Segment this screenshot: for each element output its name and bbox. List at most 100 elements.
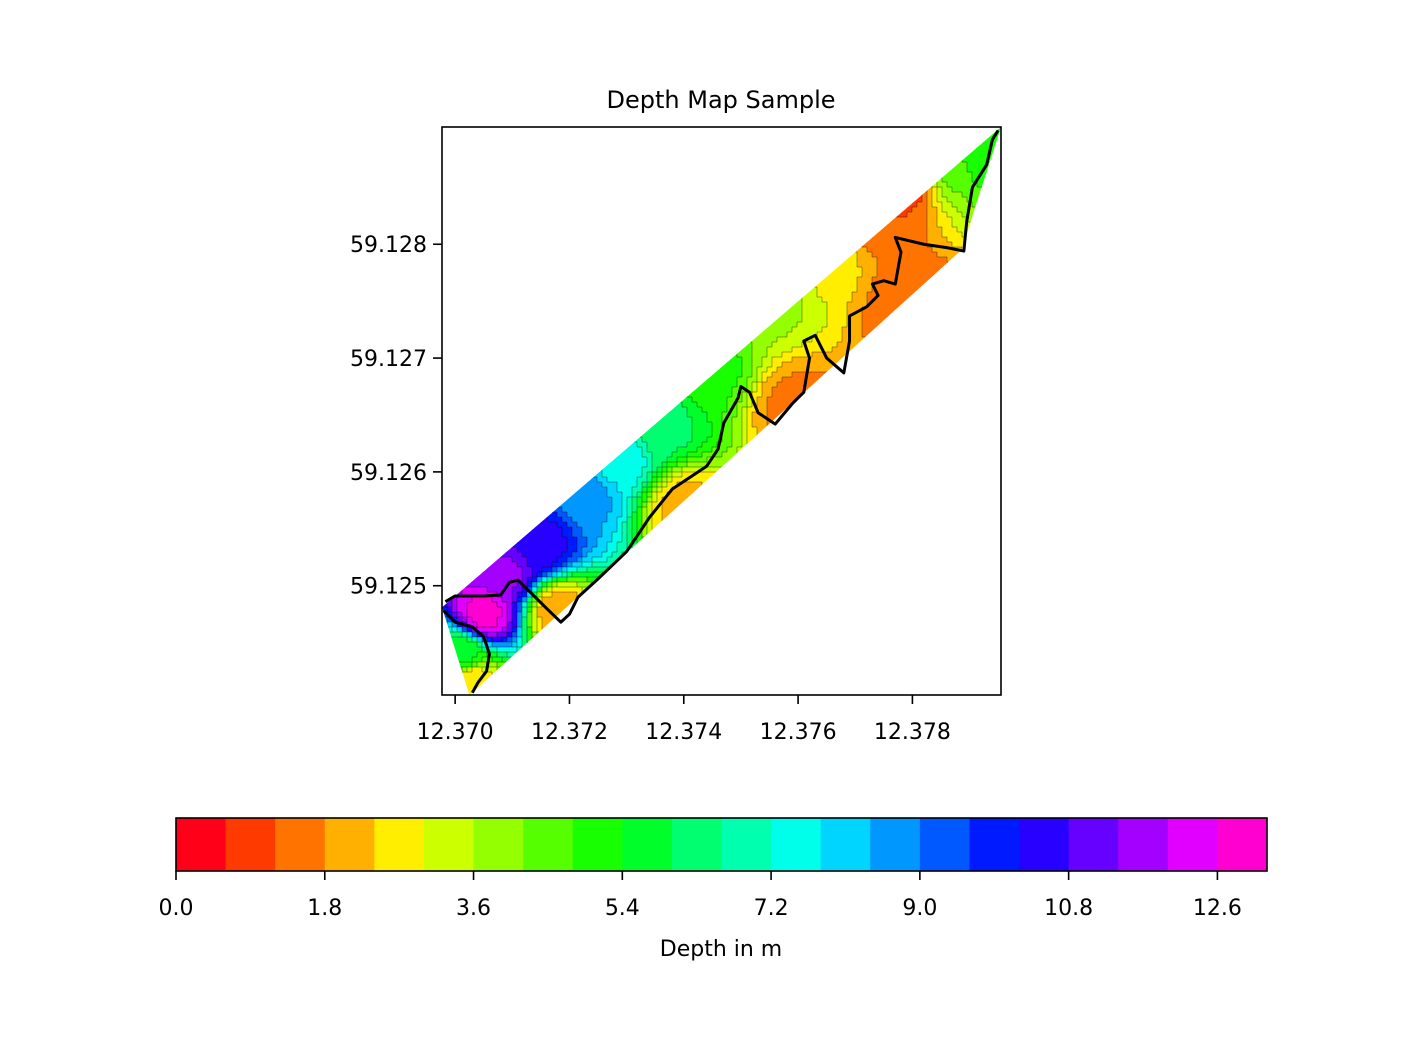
contour-cell [442, 177, 448, 183]
contour-cell [717, 137, 723, 143]
contour-cell [982, 247, 988, 253]
contour-cell [757, 327, 763, 333]
contour-cell [867, 212, 873, 218]
contour-cell [747, 342, 753, 348]
contour-cell [602, 152, 608, 158]
contour-cell [772, 277, 778, 283]
contour-cell [797, 232, 803, 238]
contour-cell [742, 172, 748, 178]
contour-cell [987, 227, 993, 233]
contour-cell [672, 232, 678, 238]
contour-cell [632, 177, 638, 183]
contour-cell [502, 182, 508, 188]
contour-cell [607, 217, 613, 223]
contour-cell [827, 202, 833, 208]
contour-cell [532, 177, 538, 183]
contour-cell [937, 297, 943, 303]
contour-cell [482, 212, 488, 218]
contour-cell [662, 332, 668, 338]
contour-cell [892, 182, 898, 188]
contour-cell [542, 312, 548, 318]
contour-cell [542, 302, 548, 308]
contour-cell [942, 302, 948, 308]
contour-cell [972, 192, 978, 198]
contour-cell [922, 207, 928, 213]
contour-cell [732, 127, 738, 133]
contour-cell [827, 242, 833, 248]
contour-cell [497, 157, 503, 163]
contour-cell [622, 227, 628, 233]
contour-cell [487, 297, 493, 303]
contour-cell [577, 292, 583, 298]
contour-cell [477, 157, 483, 163]
contour-cell [492, 257, 498, 263]
contour-cell [532, 292, 538, 298]
contour-cell [722, 142, 728, 148]
contour-cell [482, 237, 488, 243]
contour-cell [582, 167, 588, 173]
contour-cell [887, 182, 893, 188]
contour-cell [817, 267, 823, 273]
contour-cell [482, 137, 488, 143]
contour-cell [612, 277, 618, 283]
contour-cell [912, 222, 918, 228]
contour-cell [642, 287, 648, 293]
contour-cell [672, 272, 678, 278]
contour-cell [492, 197, 498, 203]
contour-cell [577, 267, 583, 273]
contour-cell [717, 342, 723, 348]
contour-cell [457, 142, 463, 148]
contour-cell [617, 337, 623, 343]
contour-cell [477, 167, 483, 173]
contour-cell [487, 202, 493, 208]
contour-cell [517, 287, 523, 293]
contour-cell [787, 342, 793, 348]
contour-cell [747, 217, 753, 223]
contour-cell [942, 282, 948, 288]
contour-cell [727, 322, 733, 328]
contour-cell [862, 247, 868, 253]
contour-cell [882, 307, 888, 313]
contour-cell [557, 252, 563, 258]
contour-cell [837, 242, 843, 248]
contour-cell [737, 137, 743, 143]
contour-cell [802, 142, 808, 148]
contour-cell [942, 127, 948, 133]
contour-cell [877, 162, 883, 168]
contour-cell [632, 257, 638, 263]
contour-cell [842, 237, 848, 243]
contour-cell [467, 262, 473, 268]
contour-cell [772, 247, 778, 253]
contour-cell [852, 252, 858, 258]
contour-cell [992, 282, 998, 288]
contour-cell [617, 147, 623, 153]
contour-cell [607, 222, 613, 228]
contour-cell [457, 227, 463, 233]
contour-cell [657, 332, 663, 338]
contour-cell [987, 197, 993, 203]
contour-cell [767, 182, 773, 188]
contour-cell [682, 237, 688, 243]
contour-cell [807, 132, 813, 138]
contour-cell [582, 127, 588, 133]
contour-cell [677, 252, 683, 258]
contour-cell [927, 152, 933, 158]
contour-cell [707, 302, 713, 308]
contour-cell [857, 202, 863, 208]
contour-cell [442, 192, 448, 198]
contour-cell [452, 282, 458, 288]
contour-cell [852, 202, 858, 208]
contour-cell [672, 297, 678, 303]
contour-cell [792, 207, 798, 213]
contour-cell [982, 147, 988, 153]
contour-cell [837, 277, 843, 283]
contour-cell [982, 252, 988, 258]
contour-cell [677, 242, 683, 248]
contour-cell [857, 272, 863, 278]
contour-cell [517, 297, 523, 303]
contour-cell [977, 312, 983, 318]
contour-cell [797, 192, 803, 198]
contour-cell [702, 182, 708, 188]
contour-cell [717, 152, 723, 158]
contour-cell [567, 242, 573, 248]
